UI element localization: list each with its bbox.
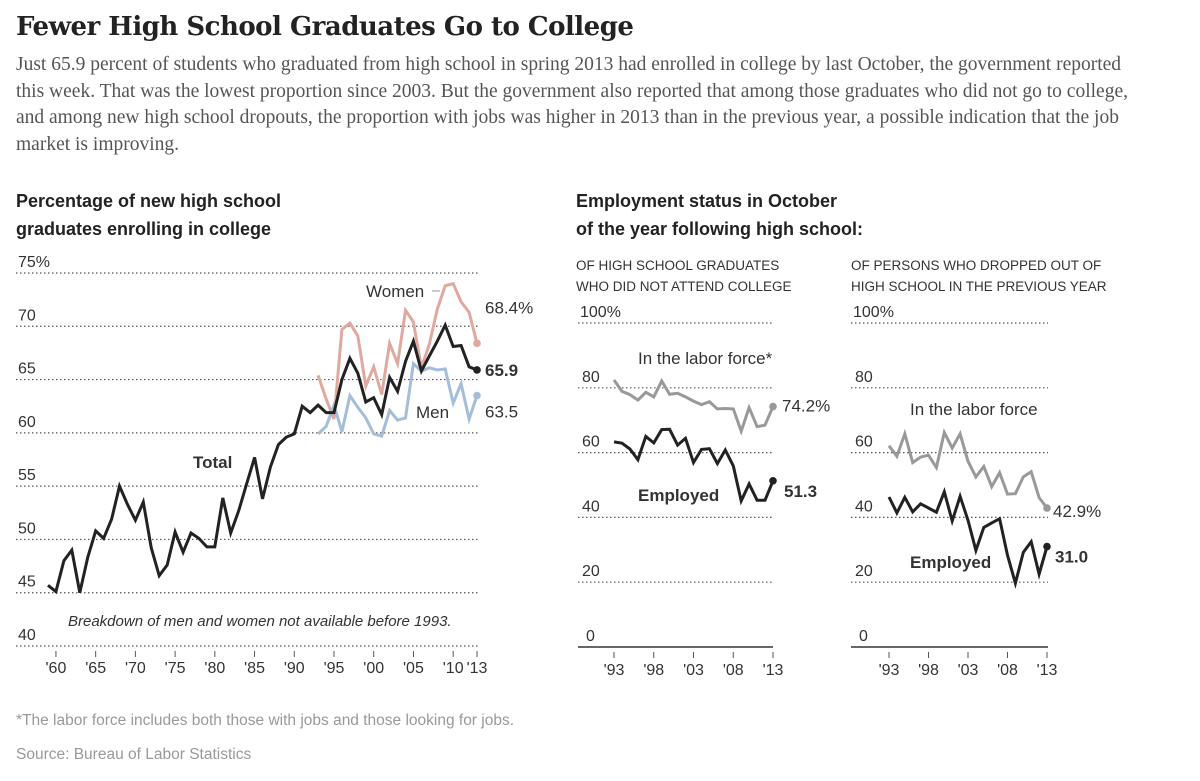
employed-end-point [769, 476, 777, 485]
graduates-subtitle-line-2: who did not attend college [576, 279, 792, 294]
x-tick-label: '03 [683, 662, 704, 679]
y-tick-label: 80 [582, 369, 600, 386]
y-tick-label: 0 [586, 628, 595, 645]
x-tick-label: '93 [604, 662, 625, 679]
enrollment-chart-title: Percentage of new high school graduates … [16, 187, 281, 243]
in-the-labor-force-end-point [769, 402, 777, 411]
dek: Just 65.9 percent of students who gradua… [16, 54, 1128, 155]
women-line [316, 281, 479, 420]
employment-title-line-1: Employment status in October [576, 191, 838, 211]
x-tick-label: '03 [958, 662, 979, 679]
employed-series-label: Employed [910, 553, 991, 572]
in-the-labor-force-line [612, 377, 775, 436]
y-tick-label: 40 [855, 498, 873, 515]
y-tick-label: 20 [582, 563, 600, 580]
footnote: *The labor force includes both those wit… [16, 712, 515, 729]
total-line [47, 321, 478, 595]
x-tick-label: '80 [204, 660, 225, 677]
x-tick-label: '13 [1037, 662, 1058, 679]
total-end-point [473, 366, 481, 374]
y-tick-label: 20 [855, 563, 873, 580]
in-the-labor-force-series-label: In the labor force [910, 400, 1038, 419]
y-tick-label: 70 [18, 307, 36, 324]
y-tick-label: 50 [18, 520, 36, 537]
y-tick-label: 40 [18, 627, 36, 644]
in-the-labor-force-line [887, 428, 1049, 509]
y-tick-label: 60 [18, 414, 36, 431]
enrollment-title-line-2: graduates enrolling in college [16, 219, 272, 239]
in-the-labor-force-end-label: 42.9% [1053, 502, 1101, 521]
x-tick-label: '85 [244, 660, 265, 677]
x-tick-label: '08 [997, 662, 1018, 679]
x-tick-label: '90 [284, 660, 305, 677]
x-tick-label: '10 [443, 660, 464, 677]
employment-chart-title: Employment status in October of the year… [576, 187, 863, 243]
employed-end-label: 51.3 [784, 482, 817, 501]
employment-title-line-2: of the year following high school: [576, 219, 863, 239]
source-credit: Source: Bureau of Labor Statistics [16, 746, 252, 763]
x-tick-label: '65 [85, 660, 106, 677]
x-tick-label: '98 [918, 662, 939, 679]
x-tick-label: '93 [879, 662, 900, 679]
y-tick-label: 60 [855, 434, 873, 451]
x-tick-label: '13 [467, 660, 488, 677]
women-end-label: 68.4% [485, 298, 533, 317]
total-end-label: 65.9 [485, 361, 518, 380]
employed-line [613, 427, 775, 506]
y-tick-label: 65 [18, 361, 36, 378]
men-series-label: Men [416, 403, 449, 422]
x-tick-label: '13 [763, 662, 784, 679]
x-tick-label: '95 [324, 660, 345, 677]
enrollment-title-line-1: Percentage of new high school [16, 191, 282, 211]
y-tick-label: 45 [18, 574, 36, 591]
in-the-labor-force-series-label: In the labor force* [638, 349, 773, 368]
men-end-point [473, 391, 481, 400]
y-tick-label: 75% [18, 254, 50, 271]
men-end-label: 63.5 [485, 403, 518, 422]
x-tick-label: '05 [403, 660, 424, 677]
graduates-subtitle: Of high school graduates who did not att… [576, 255, 792, 297]
x-tick-label: '60 [46, 660, 67, 677]
x-tick-label: '08 [723, 662, 744, 679]
in-the-labor-force-end-point [1043, 504, 1051, 512]
x-tick-label: '00 [363, 660, 384, 677]
employed-end-point [1043, 542, 1051, 551]
x-tick-label: '70 [125, 660, 146, 677]
dropouts-subtitle: Of persons who dropped out of high schoo… [851, 255, 1107, 297]
women-end-point [473, 339, 481, 348]
y-tick-label: 40 [582, 498, 600, 515]
y-tick-label: 100% [853, 304, 894, 321]
dropouts-subtitle-line-1: Of persons who dropped out of [851, 258, 1102, 273]
employed-line [887, 486, 1049, 589]
y-tick-label: 100% [580, 304, 621, 321]
headline: Fewer High School Graduates Go to Colleg… [16, 12, 634, 42]
y-tick-label: 55 [18, 467, 36, 484]
women-series-label: Women [366, 282, 424, 301]
graduates-subtitle-line-1: Of high school graduates [576, 258, 780, 273]
men-line [317, 360, 479, 438]
total-series-label: Total [193, 453, 232, 472]
y-tick-label: 0 [859, 628, 868, 645]
y-tick-label: 60 [582, 434, 600, 451]
x-tick-label: '75 [165, 660, 186, 677]
breakdown-note: Breakdown of men and women not available… [68, 613, 452, 630]
employed-end-label: 31.0 [1055, 548, 1088, 567]
employed-series-label: Employed [638, 486, 719, 505]
in-the-labor-force-end-label: 74.2% [782, 397, 830, 416]
dropouts-subtitle-line-2: high school in the previous year [851, 279, 1107, 294]
x-tick-label: '98 [643, 662, 664, 679]
y-tick-label: 80 [855, 369, 873, 386]
